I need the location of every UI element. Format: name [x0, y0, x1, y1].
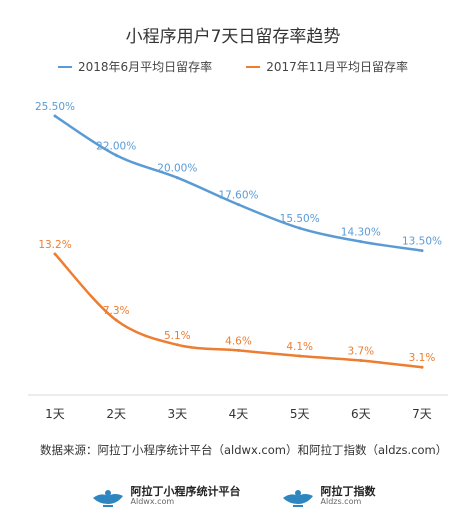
- data-point: [53, 252, 57, 256]
- data-label: 5.1%: [164, 330, 191, 342]
- data-label: 7.3%: [103, 305, 130, 317]
- brand-1-url: Aldwx.com: [130, 497, 175, 507]
- data-point: [53, 114, 57, 118]
- legend-swatch-series-2: [246, 65, 261, 68]
- data-point: [237, 348, 240, 352]
- data-label: 22.00%: [96, 140, 136, 152]
- data-label: 3.7%: [347, 346, 374, 358]
- brand-aldzs: 阿拉丁指数 Aldzs.com: [281, 485, 376, 508]
- x-tick-label: 4天: [229, 407, 249, 421]
- data-point: [420, 249, 424, 253]
- data-label: 14.30%: [341, 227, 381, 239]
- legend-label-series-2: 2017年11月平均日留存率: [266, 60, 408, 74]
- data-point: [175, 343, 179, 347]
- data-point: [298, 354, 302, 358]
- line-chart: 1天 2天 3天 4天 5天 6天 7天 25.50% 22.00% 20.00% 17.60% 15…: [28, 101, 448, 421]
- chart-title: 小程序用户7天日留存率趋势: [125, 27, 341, 47]
- data-label: 17.60%: [218, 190, 258, 202]
- data-point: [237, 203, 240, 207]
- data-source-note: 数据来源：阿拉丁小程序统计平台（aldwx.com）和阿拉丁指数（aldzs.c…: [40, 443, 448, 457]
- chart-legend: 2018年6月平均日留存率 2017年11月平均日留存率: [0, 58, 466, 75]
- data-label: 3.1%: [409, 352, 436, 364]
- x-tick-label: 5天: [290, 407, 310, 421]
- data-point: [114, 153, 118, 157]
- data-label: 13.50%: [402, 236, 442, 248]
- data-label: 13.2%: [38, 239, 71, 251]
- legend-label-series-1: 2018年6月平均日留存率: [78, 60, 213, 74]
- brand-2-url: Aldzs.com: [320, 497, 362, 507]
- brand-2-name: 阿拉丁指数: [320, 485, 376, 498]
- data-label: 25.50%: [35, 101, 75, 113]
- data-point: [298, 226, 302, 230]
- data-label: 15.50%: [280, 213, 320, 225]
- legend-item-series-1: 2018年6月平均日留存率: [58, 58, 212, 75]
- x-tick-label: 2天: [106, 407, 126, 421]
- data-label: 20.00%: [157, 163, 197, 175]
- data-point: [420, 365, 424, 369]
- data-point: [359, 359, 363, 363]
- brand-aldwx: 阿拉丁小程序统计平台 Aldwx.com: [91, 485, 241, 508]
- x-tick-label: 7天: [412, 407, 432, 421]
- legend-item-series-2: 2017年11月平均日留存率: [246, 58, 408, 75]
- data-point: [175, 176, 179, 180]
- x-tick-label: 1天: [45, 407, 65, 421]
- aladdin-lamp-logo-icon: [282, 490, 313, 507]
- x-tick-label: 6天: [351, 407, 371, 421]
- aladdin-lamp-logo-icon: [92, 490, 123, 507]
- data-label: 4.6%: [225, 335, 252, 347]
- data-point: [359, 240, 363, 244]
- x-tick-label: 3天: [168, 407, 188, 421]
- footer-brands: 阿拉丁小程序统计平台 Aldwx.com 阿拉丁指数 Aldzs.com: [0, 485, 466, 508]
- legend-swatch-series-1: [58, 65, 72, 68]
- data-label: 4.1%: [286, 341, 313, 353]
- brand-1-name: 阿拉丁小程序统计平台: [130, 485, 241, 498]
- data-point: [114, 318, 118, 322]
